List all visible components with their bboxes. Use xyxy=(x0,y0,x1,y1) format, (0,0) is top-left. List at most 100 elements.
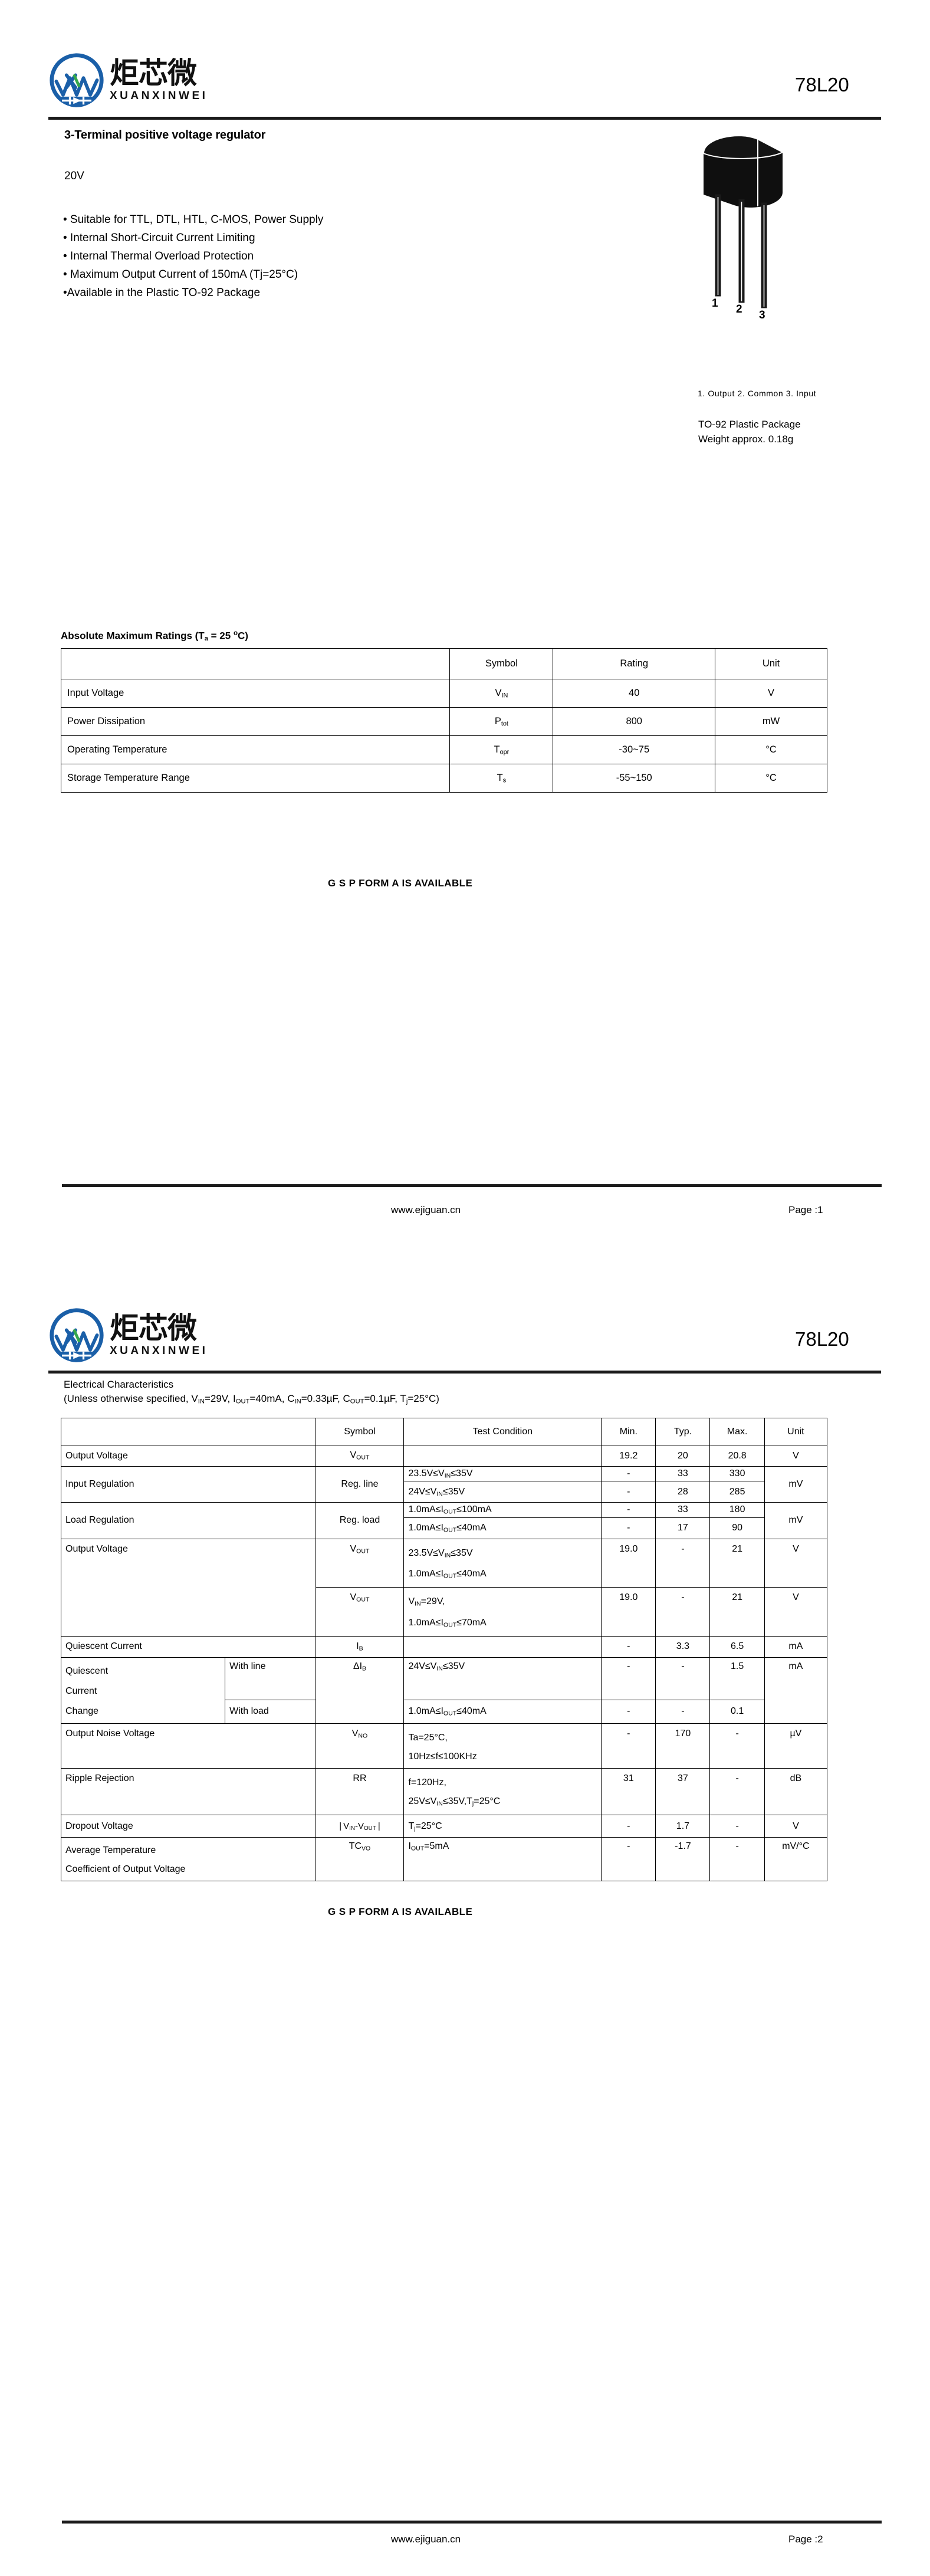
ec-max: - xyxy=(709,1767,765,1816)
amr-unit: mW xyxy=(715,707,827,736)
package-weight: Weight approx. 0.18g xyxy=(698,433,794,445)
ec-param-sub-with-load: With load xyxy=(225,1699,316,1724)
header-divider xyxy=(48,117,881,120)
amr-param: Operating Temperature xyxy=(60,735,451,764)
table-row: Dropout Voltage | VIN-VOUT | Tj=25°C - 1… xyxy=(61,1815,828,1838)
table-row: Output Noise Voltage VNO Ta=25°C, 10Hz≤f… xyxy=(61,1723,828,1769)
ec-min: - xyxy=(601,1466,656,1482)
ec-min: - xyxy=(601,1635,656,1658)
ec-typ: - xyxy=(655,1657,711,1700)
datasheet-page-2: 炬芯微 XUANXINWEI 78L20 Electrical Characte… xyxy=(0,1288,930,2576)
ec-condition-line2: 10Hz≤f≤100KHz xyxy=(408,1751,477,1762)
amr-symbol: Topr xyxy=(449,735,554,764)
list-item: • Internal Short-Circuit Current Limitin… xyxy=(63,232,255,244)
ec-condition: 23.5V≤VIN≤35V xyxy=(403,1466,602,1482)
ec-max: 6.5 xyxy=(709,1635,765,1658)
amr-rating: -55~150 xyxy=(553,764,716,793)
ec-max: - xyxy=(709,1837,765,1882)
ec-typ: 1.7 xyxy=(655,1815,711,1838)
ec-min: - xyxy=(601,1481,656,1503)
xxw-logo-icon xyxy=(48,52,105,109)
amr-col-rating: Rating xyxy=(553,648,716,679)
ec-unit: µV xyxy=(764,1723,828,1769)
ec-min: - xyxy=(601,1517,656,1539)
ec-col-symbol: Symbol xyxy=(315,1418,405,1445)
amr-unit: V xyxy=(715,679,827,708)
ec-unit: mA xyxy=(764,1657,828,1724)
ec-param: Load Regulation xyxy=(61,1502,316,1539)
amr-col-param xyxy=(60,648,451,679)
ec-typ: 170 xyxy=(655,1723,711,1769)
amr-symbol: Ptot xyxy=(449,707,554,736)
pin-legend: 1. Output 2. Common 3. Input xyxy=(698,389,817,398)
ec-unit: mV xyxy=(764,1502,828,1539)
ec-unit: mV xyxy=(764,1466,828,1503)
ec-symbol: VOUT xyxy=(315,1445,405,1467)
ec-condition xyxy=(403,1445,602,1467)
ec-param-sub-with-line: With line xyxy=(225,1657,316,1700)
ec-condition-line1: f=120Hz, xyxy=(408,1777,446,1788)
ec-condition: IOUT=5mA xyxy=(403,1837,602,1882)
ec-min: 19.2 xyxy=(601,1445,656,1467)
ec-typ: - xyxy=(655,1538,711,1588)
table-header-row: Symbol Rating Unit xyxy=(60,648,827,679)
ec-param-line3: Change xyxy=(65,1706,99,1716)
ec-condition: 1.0mA≤IOUT≤100mA xyxy=(403,1502,602,1518)
ec-typ: 3.3 xyxy=(655,1635,711,1658)
ec-param: Quiescent Current Change xyxy=(60,1657,226,1724)
ec-condition: Ta=25°C, 10Hz≤f≤100KHz xyxy=(403,1723,602,1769)
absolute-maximum-ratings-table: Symbol Rating Unit Input Voltage VIN 40 … xyxy=(60,648,827,793)
logo-chinese-name: 炬芯微 xyxy=(110,55,197,90)
amr-param: Input Voltage xyxy=(60,679,451,708)
ec-max: 1.5 xyxy=(709,1657,765,1700)
table-row: Output Voltage VOUT 23.5V≤VIN≤35V 1.0mA≤I… xyxy=(61,1538,828,1637)
footer-divider xyxy=(62,1184,882,1187)
ec-min: - xyxy=(601,1502,656,1518)
ec-param: Input Regulation xyxy=(61,1466,316,1503)
list-item: • Suitable for TTL, DTL, HTL, C-MOS, Pow… xyxy=(63,213,324,226)
page-title: 78L20 xyxy=(795,1328,849,1350)
ec-typ: 20 xyxy=(655,1445,711,1467)
ec-max: 330 xyxy=(709,1466,765,1482)
ec-max: 20.8 xyxy=(709,1445,765,1467)
table-header-row: Symbol Test Condition Min. Typ. Max. Uni… xyxy=(61,1418,828,1445)
ec-condition: f=120Hz, 25V≤VIN≤35V,Tj=25°C xyxy=(403,1767,602,1816)
ec-condition-line1: Ta=25°C, xyxy=(408,1732,448,1743)
amr-unit: °C xyxy=(715,735,827,764)
ec-max: 285 xyxy=(709,1481,765,1503)
pin-number-1: 1 xyxy=(712,297,719,310)
ec-param: Output Voltage xyxy=(61,1445,316,1467)
amr-rating: -30~75 xyxy=(553,735,716,764)
footer-website: www.ejiguan.cn xyxy=(391,2534,461,2545)
footer-page-number: Page :1 xyxy=(788,1204,823,1215)
table-row: Input Voltage VIN 40 V xyxy=(60,679,827,708)
company-logo: 炬芯微 XUANXINWEI xyxy=(48,1307,208,1363)
page-title: 78L20 xyxy=(795,74,849,96)
ec-max: 21 xyxy=(709,1538,765,1588)
ec-condition: 24V≤VIN≤35V xyxy=(403,1657,602,1700)
ec-max: 180 xyxy=(709,1502,765,1518)
ec-param: Ripple Rejection xyxy=(61,1767,316,1816)
ec-condition: Tj=25°C xyxy=(403,1815,602,1838)
table-row: Power Dissipation Ptot 800 mW xyxy=(60,707,827,736)
ec-symbol: IB xyxy=(315,1635,405,1658)
amr-unit: °C xyxy=(715,764,827,793)
ec-typ: -1.7 xyxy=(655,1837,711,1882)
ec-title: Electrical Characteristics (Unless other… xyxy=(64,1378,439,1408)
logo-chinese-name: 炬芯微 xyxy=(110,1310,197,1345)
logo-english-name: XUANXINWEI xyxy=(110,1344,208,1357)
ec-condition: 23.5V≤VIN≤35V 1.0mA≤IOUT≤40mA xyxy=(403,1538,602,1588)
ec-unit: V xyxy=(764,1445,828,1467)
ec-symbol: Reg. load xyxy=(315,1502,405,1539)
gsp-note: G S P FORM A IS AVAILABLE xyxy=(328,878,473,889)
ec-max: 21 xyxy=(709,1587,765,1637)
ec-symbol: RR xyxy=(315,1767,405,1816)
table-row: Output Voltage VOUT 19.2 20 20.8 V xyxy=(61,1445,828,1467)
amr-rating: 800 xyxy=(553,707,716,736)
amr-param: Power Dissipation xyxy=(60,707,451,736)
ec-col-test-condition: Test Condition xyxy=(403,1418,602,1445)
ec-typ: 37 xyxy=(655,1767,711,1816)
ec-unit: V xyxy=(764,1587,828,1637)
ec-unit: V xyxy=(764,1538,828,1588)
table-row: Ripple Rejection RR f=120Hz, 25V≤VIN≤35V… xyxy=(61,1767,828,1816)
